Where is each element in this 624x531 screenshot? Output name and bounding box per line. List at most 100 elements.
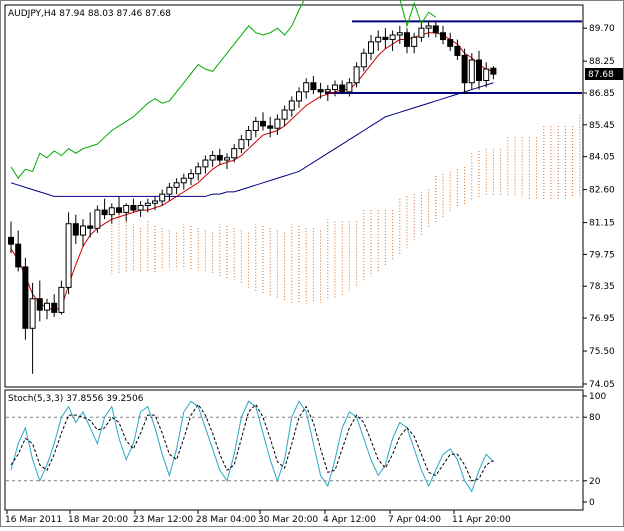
- candle-body-3: [29, 298, 36, 329]
- candle-18: [137, 200, 144, 217]
- stoch-tick-label-1: 80: [589, 413, 601, 423]
- candle-11: [87, 212, 94, 238]
- price-tick-label-10: 75.50: [589, 347, 615, 357]
- candle-body-35: [260, 120, 266, 127]
- candle-body-61: [447, 39, 454, 47]
- candle-43: [317, 82, 324, 99]
- stoch-label: Stoch(5,3,3) 37.8556 39.2506: [8, 394, 144, 404]
- stoch-tick-label-3: 0: [589, 498, 595, 508]
- candle-body-0: [8, 236, 14, 245]
- current-price-label: 87.68: [588, 70, 614, 80]
- candle-body-48: [353, 66, 360, 84]
- candle-9: [72, 214, 79, 245]
- price-tick-label-8: 78.35: [589, 282, 615, 292]
- candle-27: [202, 155, 209, 174]
- candle-58: [425, 21, 432, 38]
- candle-body-53: [389, 34, 396, 41]
- candle-body-36: [267, 125, 274, 129]
- candle-body-19: [144, 202, 151, 207]
- time-tick-label-4: 30 Mar 20:00: [258, 515, 318, 525]
- candle-34: [252, 116, 259, 138]
- candle-30: [224, 153, 230, 170]
- candle-3: [29, 282, 36, 374]
- stochastic-lines: [6, 400, 582, 493]
- candle-7: [58, 280, 65, 315]
- candle-body-58: [425, 25, 432, 29]
- price-tick-label-4: 84.05: [589, 153, 615, 163]
- candle-50: [368, 35, 374, 61]
- candle-body-7: [58, 286, 65, 313]
- candle-56: [411, 32, 418, 54]
- candle-body-56: [411, 36, 418, 47]
- candle-47: [346, 78, 353, 97]
- time-axis: 16 Mar 2011 18 Mar 20:00 23 Mar 12:00 28 Ma…: [5, 510, 511, 525]
- candle-67: [490, 66, 497, 80]
- price-tick-label-2: 86.85: [589, 89, 615, 99]
- candle-body-16: [123, 205, 130, 213]
- candle-46: [339, 80, 346, 95]
- candle-8: [65, 212, 72, 295]
- horizontal-levels: [325, 20, 582, 94]
- symbol-title: AUDJPY,H4 87.94 88.03 87.46 87.68: [8, 9, 171, 19]
- kijun-line: [10, 82, 494, 197]
- candle-body-52: [382, 36, 389, 41]
- candle-38: [281, 105, 288, 126]
- candle-52: [382, 28, 389, 49]
- candle-23: [173, 178, 180, 195]
- candle-body-51: [375, 36, 382, 43]
- candle-body-4: [36, 298, 43, 311]
- stoch-tick-label-0: 100: [589, 392, 606, 402]
- candle-4: [36, 280, 43, 322]
- candle-51: [375, 30, 382, 51]
- candle-body-45: [332, 84, 338, 91]
- candle-body-18: [137, 205, 144, 211]
- candle-body-2: [22, 266, 29, 329]
- candle-66: [483, 62, 490, 88]
- candle-body-25: [188, 173, 194, 179]
- time-tick-label-6: 7 Apr 04:00: [388, 515, 441, 525]
- candle-body-23: [173, 182, 180, 188]
- candle-49: [360, 48, 367, 72]
- candle-body-9: [72, 223, 79, 236]
- candle-28: [209, 150, 216, 167]
- candle-body-30: [224, 157, 230, 161]
- candle-body-47: [346, 82, 353, 93]
- time-tick-label-0: 16 Mar 2011: [5, 515, 62, 525]
- candle-20: [152, 196, 158, 211]
- candle-body-67: [490, 67, 497, 75]
- candle-body-46: [339, 84, 346, 93]
- candle-body-10: [80, 225, 86, 236]
- candle-26: [195, 162, 202, 181]
- candle-body-43: [317, 89, 324, 93]
- candle-body-34: [252, 120, 259, 131]
- candle-45: [332, 80, 338, 97]
- chikou-line: [10, 0, 437, 180]
- price-tick-label-7: 79.75: [589, 250, 615, 260]
- candle-body-66: [483, 68, 490, 81]
- candle-body-26: [195, 166, 202, 175]
- candle-32: [238, 135, 245, 154]
- stochastic-axis: 100 80 20 0: [583, 392, 606, 508]
- price-tick-label-11: 74.05: [589, 380, 615, 390]
- candle-body-22: [166, 186, 173, 195]
- candle-17: [130, 198, 137, 213]
- price-tick-label-5: 82.60: [589, 186, 615, 196]
- candle-body-17: [130, 205, 137, 211]
- candle-31: [231, 144, 238, 163]
- candle-53: [389, 30, 396, 51]
- candle-44: [324, 85, 331, 101]
- candle-63: [461, 48, 468, 95]
- candle-64: [468, 53, 475, 90]
- candle-body-55: [404, 32, 410, 47]
- candle-36: [267, 116, 274, 138]
- candle-62: [454, 39, 461, 61]
- candle-15: [116, 196, 122, 215]
- candle-body-21: [159, 193, 166, 202]
- candle-body-6: [51, 302, 58, 313]
- candle-body-33: [245, 129, 252, 141]
- candle-39: [288, 96, 295, 117]
- price-tick-label-6: 81.15: [589, 219, 615, 229]
- candle-25: [188, 169, 194, 186]
